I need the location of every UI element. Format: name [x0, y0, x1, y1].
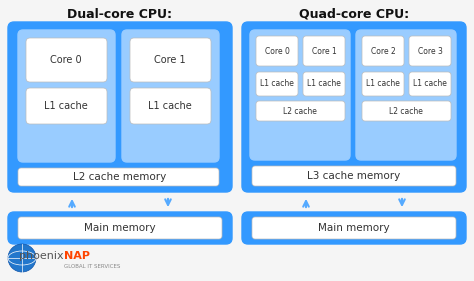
Text: L1 cache: L1 cache [307, 80, 341, 89]
FancyBboxPatch shape [8, 22, 232, 192]
Text: L1 cache: L1 cache [44, 101, 88, 111]
Text: Core 2: Core 2 [371, 46, 395, 56]
FancyBboxPatch shape [242, 22, 466, 192]
FancyBboxPatch shape [303, 36, 345, 66]
FancyBboxPatch shape [250, 30, 350, 160]
Text: L2 cache: L2 cache [283, 106, 317, 115]
FancyBboxPatch shape [362, 101, 451, 121]
Text: Core 3: Core 3 [418, 46, 442, 56]
Text: L1 cache: L1 cache [148, 101, 192, 111]
Text: Core 1: Core 1 [311, 46, 337, 56]
FancyBboxPatch shape [26, 38, 107, 82]
Text: NAP: NAP [64, 251, 90, 261]
FancyBboxPatch shape [356, 30, 456, 160]
FancyBboxPatch shape [18, 30, 115, 162]
FancyBboxPatch shape [409, 72, 451, 96]
Text: GLOBAL IT SERVICES: GLOBAL IT SERVICES [64, 264, 120, 269]
FancyBboxPatch shape [303, 72, 345, 96]
FancyBboxPatch shape [252, 166, 456, 186]
FancyBboxPatch shape [256, 72, 298, 96]
FancyBboxPatch shape [362, 72, 404, 96]
Text: L1 cache: L1 cache [413, 80, 447, 89]
Text: L2 cache memory: L2 cache memory [73, 172, 167, 182]
FancyBboxPatch shape [242, 212, 466, 244]
Text: Main memory: Main memory [84, 223, 156, 233]
FancyBboxPatch shape [256, 36, 298, 66]
FancyBboxPatch shape [130, 38, 211, 82]
Text: L2 cache: L2 cache [389, 106, 423, 115]
FancyBboxPatch shape [362, 36, 404, 66]
Circle shape [8, 244, 36, 272]
FancyBboxPatch shape [252, 217, 456, 239]
Text: Core 1: Core 1 [154, 55, 186, 65]
FancyBboxPatch shape [256, 101, 345, 121]
Text: L1 cache: L1 cache [366, 80, 400, 89]
Text: phoenix: phoenix [19, 251, 64, 261]
FancyBboxPatch shape [409, 36, 451, 66]
Text: Main memory: Main memory [318, 223, 390, 233]
Text: Core 0: Core 0 [50, 55, 82, 65]
Text: L1 cache: L1 cache [260, 80, 294, 89]
FancyBboxPatch shape [122, 30, 219, 162]
FancyBboxPatch shape [18, 168, 219, 186]
Text: Dual-core CPU:: Dual-core CPU: [67, 8, 173, 21]
FancyBboxPatch shape [130, 88, 211, 124]
FancyBboxPatch shape [8, 212, 232, 244]
FancyBboxPatch shape [26, 88, 107, 124]
FancyBboxPatch shape [18, 217, 222, 239]
Text: Quad-core CPU:: Quad-core CPU: [299, 8, 409, 21]
Text: L3 cache memory: L3 cache memory [307, 171, 401, 181]
Text: Core 0: Core 0 [264, 46, 290, 56]
